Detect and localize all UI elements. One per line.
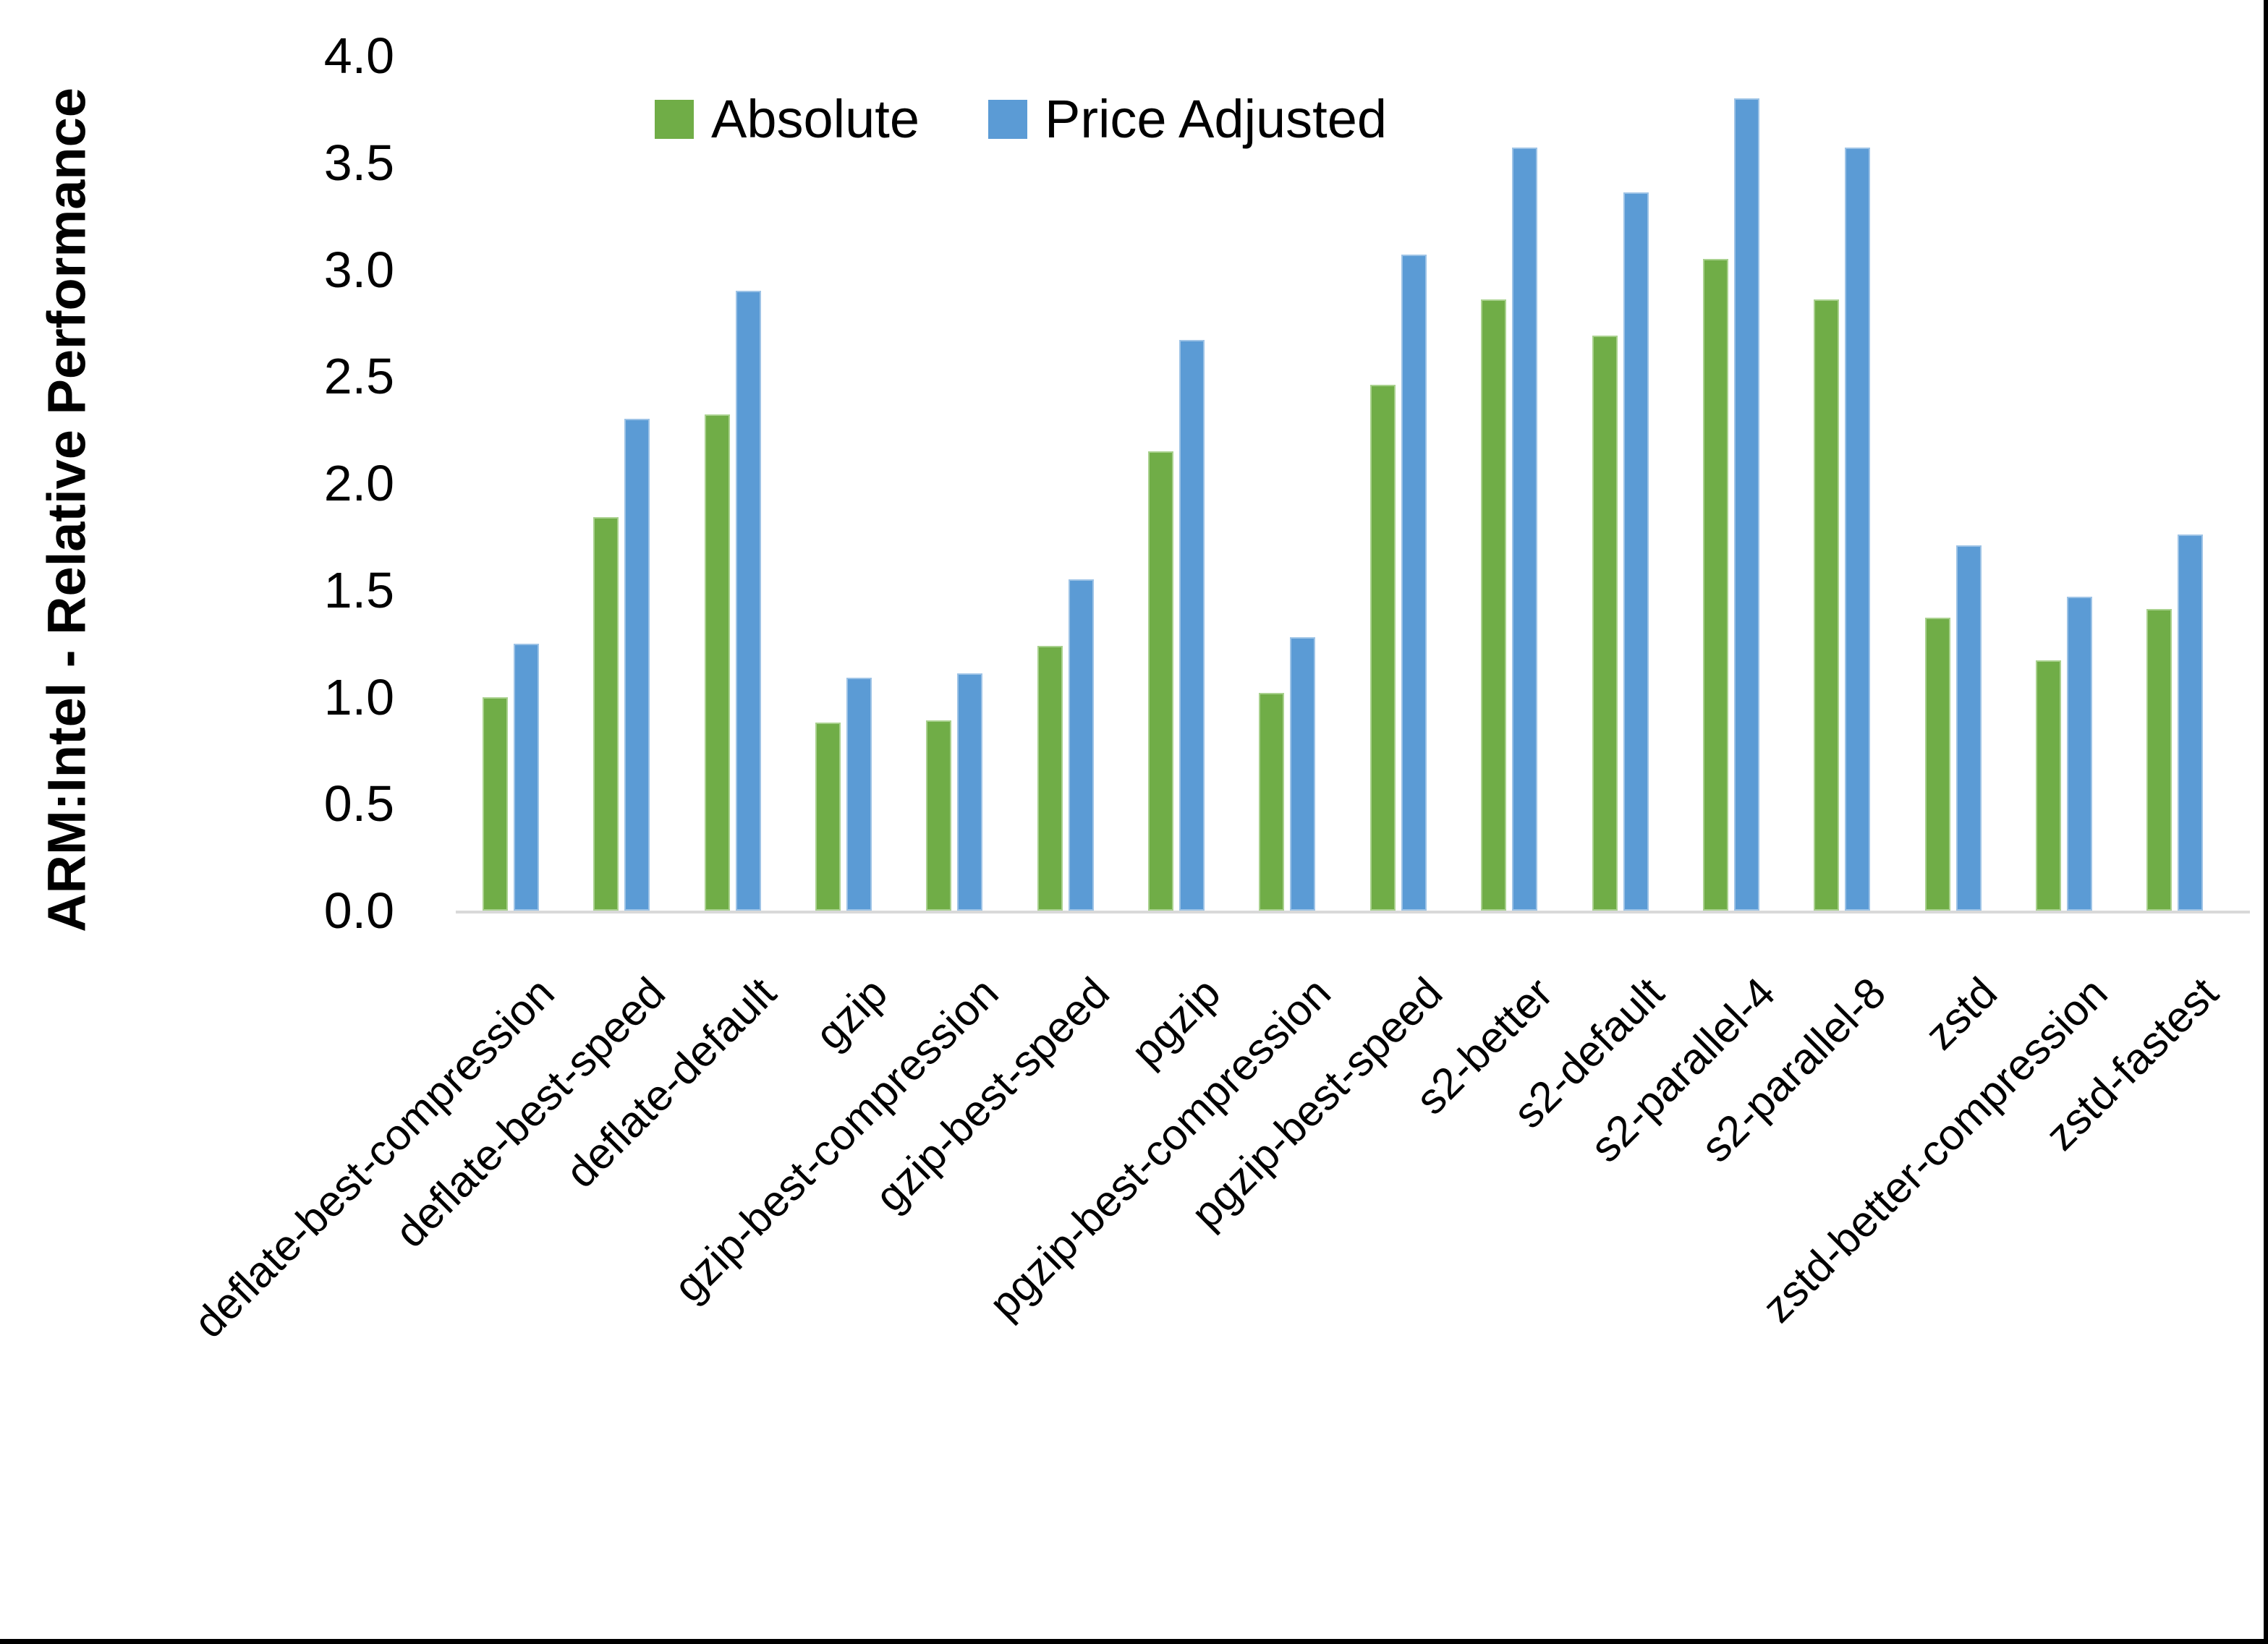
- bar-absolute-deflate-best-speed: [593, 517, 619, 911]
- y-tick-label-1.0: 1.0: [323, 668, 394, 725]
- bar-price-adjusted-zstd: [1955, 545, 1982, 911]
- y-tick-label-0.5: 0.5: [323, 775, 394, 832]
- x-axis-baseline: [456, 911, 2250, 913]
- bar-absolute-deflate-best-compression: [483, 697, 508, 911]
- legend: Absolute Price Adjusted: [655, 88, 1387, 150]
- legend-label-absolute: Absolute: [711, 89, 919, 149]
- bar-price-adjusted-s2-parallel-8: [1845, 148, 1871, 911]
- y-tick-label-3.5: 3.5: [323, 134, 394, 191]
- bar-absolute-pgzip-best-compression: [1259, 692, 1285, 911]
- bar-price-adjusted-gzip-best-speed: [1068, 579, 1094, 911]
- bar-price-adjusted-s2-parallel-4: [1733, 98, 1759, 911]
- bar-absolute-gzip-best-speed: [1037, 645, 1063, 911]
- bar-price-adjusted-zstd-fastest: [2178, 534, 2204, 911]
- y-axis-title: ARM:Intel - Relative Performance: [36, 88, 97, 932]
- bar-price-adjusted-deflate-best-compression: [514, 643, 539, 911]
- bar-absolute-zstd-better-compression: [2035, 660, 2061, 911]
- bar-price-adjusted-zstd-better-compression: [2066, 596, 2092, 911]
- bar-absolute-zstd: [1924, 618, 1950, 911]
- bar-price-adjusted-gzip: [846, 677, 872, 911]
- bar-price-adjusted-deflate-best-speed: [624, 419, 650, 911]
- bar-absolute-gzip: [815, 722, 841, 911]
- x-label-zstd: zstd: [1915, 968, 2006, 1059]
- bar-absolute-gzip-best-compression: [926, 720, 952, 911]
- bar-price-adjusted-s2-better: [1512, 148, 1538, 911]
- legend-swatch-price-adjusted-icon: [988, 99, 1027, 139]
- bar-price-adjusted-s2-default: [1623, 192, 1649, 911]
- bar-absolute-pgzip-best-speed: [1369, 385, 1396, 911]
- legend-entry-price-adjusted: Price Adjusted: [988, 88, 1387, 150]
- bar-price-adjusted-pgzip-best-speed: [1401, 254, 1427, 911]
- bar-absolute-s2-default: [1592, 336, 1618, 911]
- bar-absolute-pgzip: [1148, 451, 1174, 911]
- legend-entry-absolute: Absolute: [655, 88, 919, 150]
- y-tick-label-3.0: 3.0: [323, 241, 394, 298]
- x-label-gzip: gzip: [805, 968, 897, 1059]
- bar-absolute-s2-parallel-4: [1702, 258, 1728, 911]
- y-tick-label-2.5: 2.5: [323, 348, 394, 405]
- legend-label-price-adjusted: Price Adjusted: [1044, 89, 1388, 149]
- bar-absolute-deflate-default: [704, 414, 730, 911]
- bar-absolute-s2-parallel-8: [1814, 299, 1840, 911]
- bar-price-adjusted-pgzip: [1179, 340, 1205, 911]
- bar-price-adjusted-gzip-best-compression: [957, 673, 983, 911]
- y-tick-label-0.0: 0.0: [323, 882, 394, 939]
- y-tick-label-4.0: 4.0: [323, 27, 394, 84]
- y-tick-label-1.5: 1.5: [323, 561, 394, 618]
- bar-absolute-zstd-fastest: [2146, 609, 2173, 911]
- bar-price-adjusted-pgzip-best-compression: [1290, 636, 1316, 911]
- bar-absolute-s2-better: [1481, 299, 1507, 911]
- bar-price-adjusted-deflate-default: [735, 291, 761, 911]
- legend-swatch-absolute-icon: [655, 99, 694, 139]
- y-tick-label-2.0: 2.0: [323, 455, 394, 511]
